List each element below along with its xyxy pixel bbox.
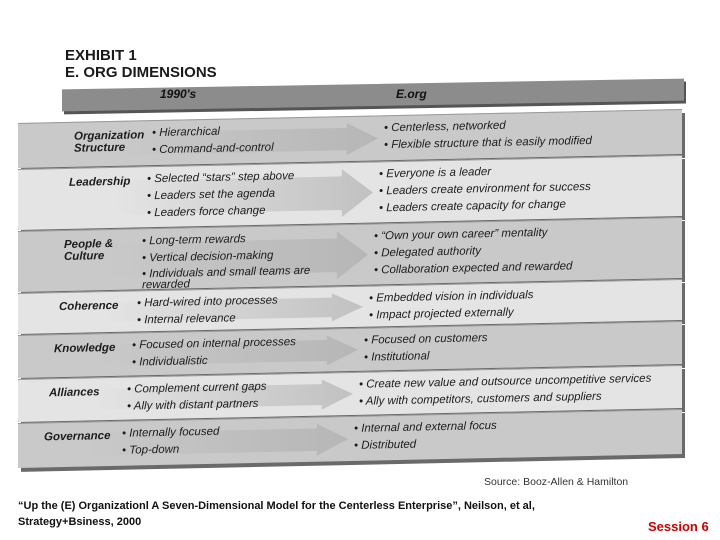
column-header-bar [62,78,684,112]
item-eorg: • Ally with competitors, customers and s… [359,390,602,408]
column-header-1990s: 1990's [160,87,197,101]
item-1990s: • Individualistic [132,354,208,369]
item-eorg: • Delegated authority [374,245,481,260]
citation-caption: “Up the (E) Organizationl A Seven-Dimens… [18,500,535,528]
item-eorg: • Leaders create environment for success [379,180,591,198]
item-1990s: • Top-down [122,443,180,457]
item-1990s: • Leaders force change [147,204,266,220]
item-eorg: • Everyone is a leader [379,166,492,181]
item-1990s: • Internally focused [122,425,220,440]
item-eorg: • Distributed [354,438,417,452]
exhibit-title: EXHIBIT 1 [65,47,137,64]
session-label: Session 6 [648,519,709,534]
item-eorg: • Embedded vision in individuals [369,289,534,305]
dimension-label: Governance [44,430,111,444]
item-eorg: • Create new value and outsource uncompe… [359,372,652,391]
item-eorg: • Leaders create capacity for change [379,198,566,215]
dimension-label: Leadership [69,175,131,189]
dimensions-table: Organization Structure • Hierarchical • Co… [18,109,683,482]
item-eorg: • “Own your own career” mentality [374,226,548,243]
item-eorg: • Institutional [364,350,430,364]
dimension-label: Coherence [59,299,119,314]
item-eorg: • Internal and external focus [354,419,497,435]
item-1990s: • Command-and-control [152,141,274,157]
item-1990s: • Internal relevance [137,312,236,327]
dimension-label: People & Culture [64,237,114,263]
column-header-eorg: E.org [396,87,427,101]
item-1990s: • Long-term rewards [142,233,246,248]
item-1990s: • Ally with distant partners [127,397,259,413]
item-eorg: • Collaboration expected and rewarded [374,260,573,277]
dimension-label: Organization Structure [74,129,145,155]
item-eorg: • Centerless, networked [384,119,506,135]
dimension-label: Knowledge [54,341,116,356]
item-eorg: • Focused on customers [364,332,488,347]
item-eorg: • Impact projected externally [369,306,514,322]
dimension-label: Alliances [49,386,100,400]
item-eorg: • Flexible structure that is easily modi… [384,134,592,152]
exhibit-figure: EXHIBIT 1 E. ORG DIMENSIONS 1990's E.org… [18,38,698,490]
exhibit-subtitle: E. ORG DIMENSIONS [65,64,217,81]
item-1990s: • Hierarchical [152,125,220,140]
source-note: Source: Booz-Allen & Hamilton [484,476,629,488]
